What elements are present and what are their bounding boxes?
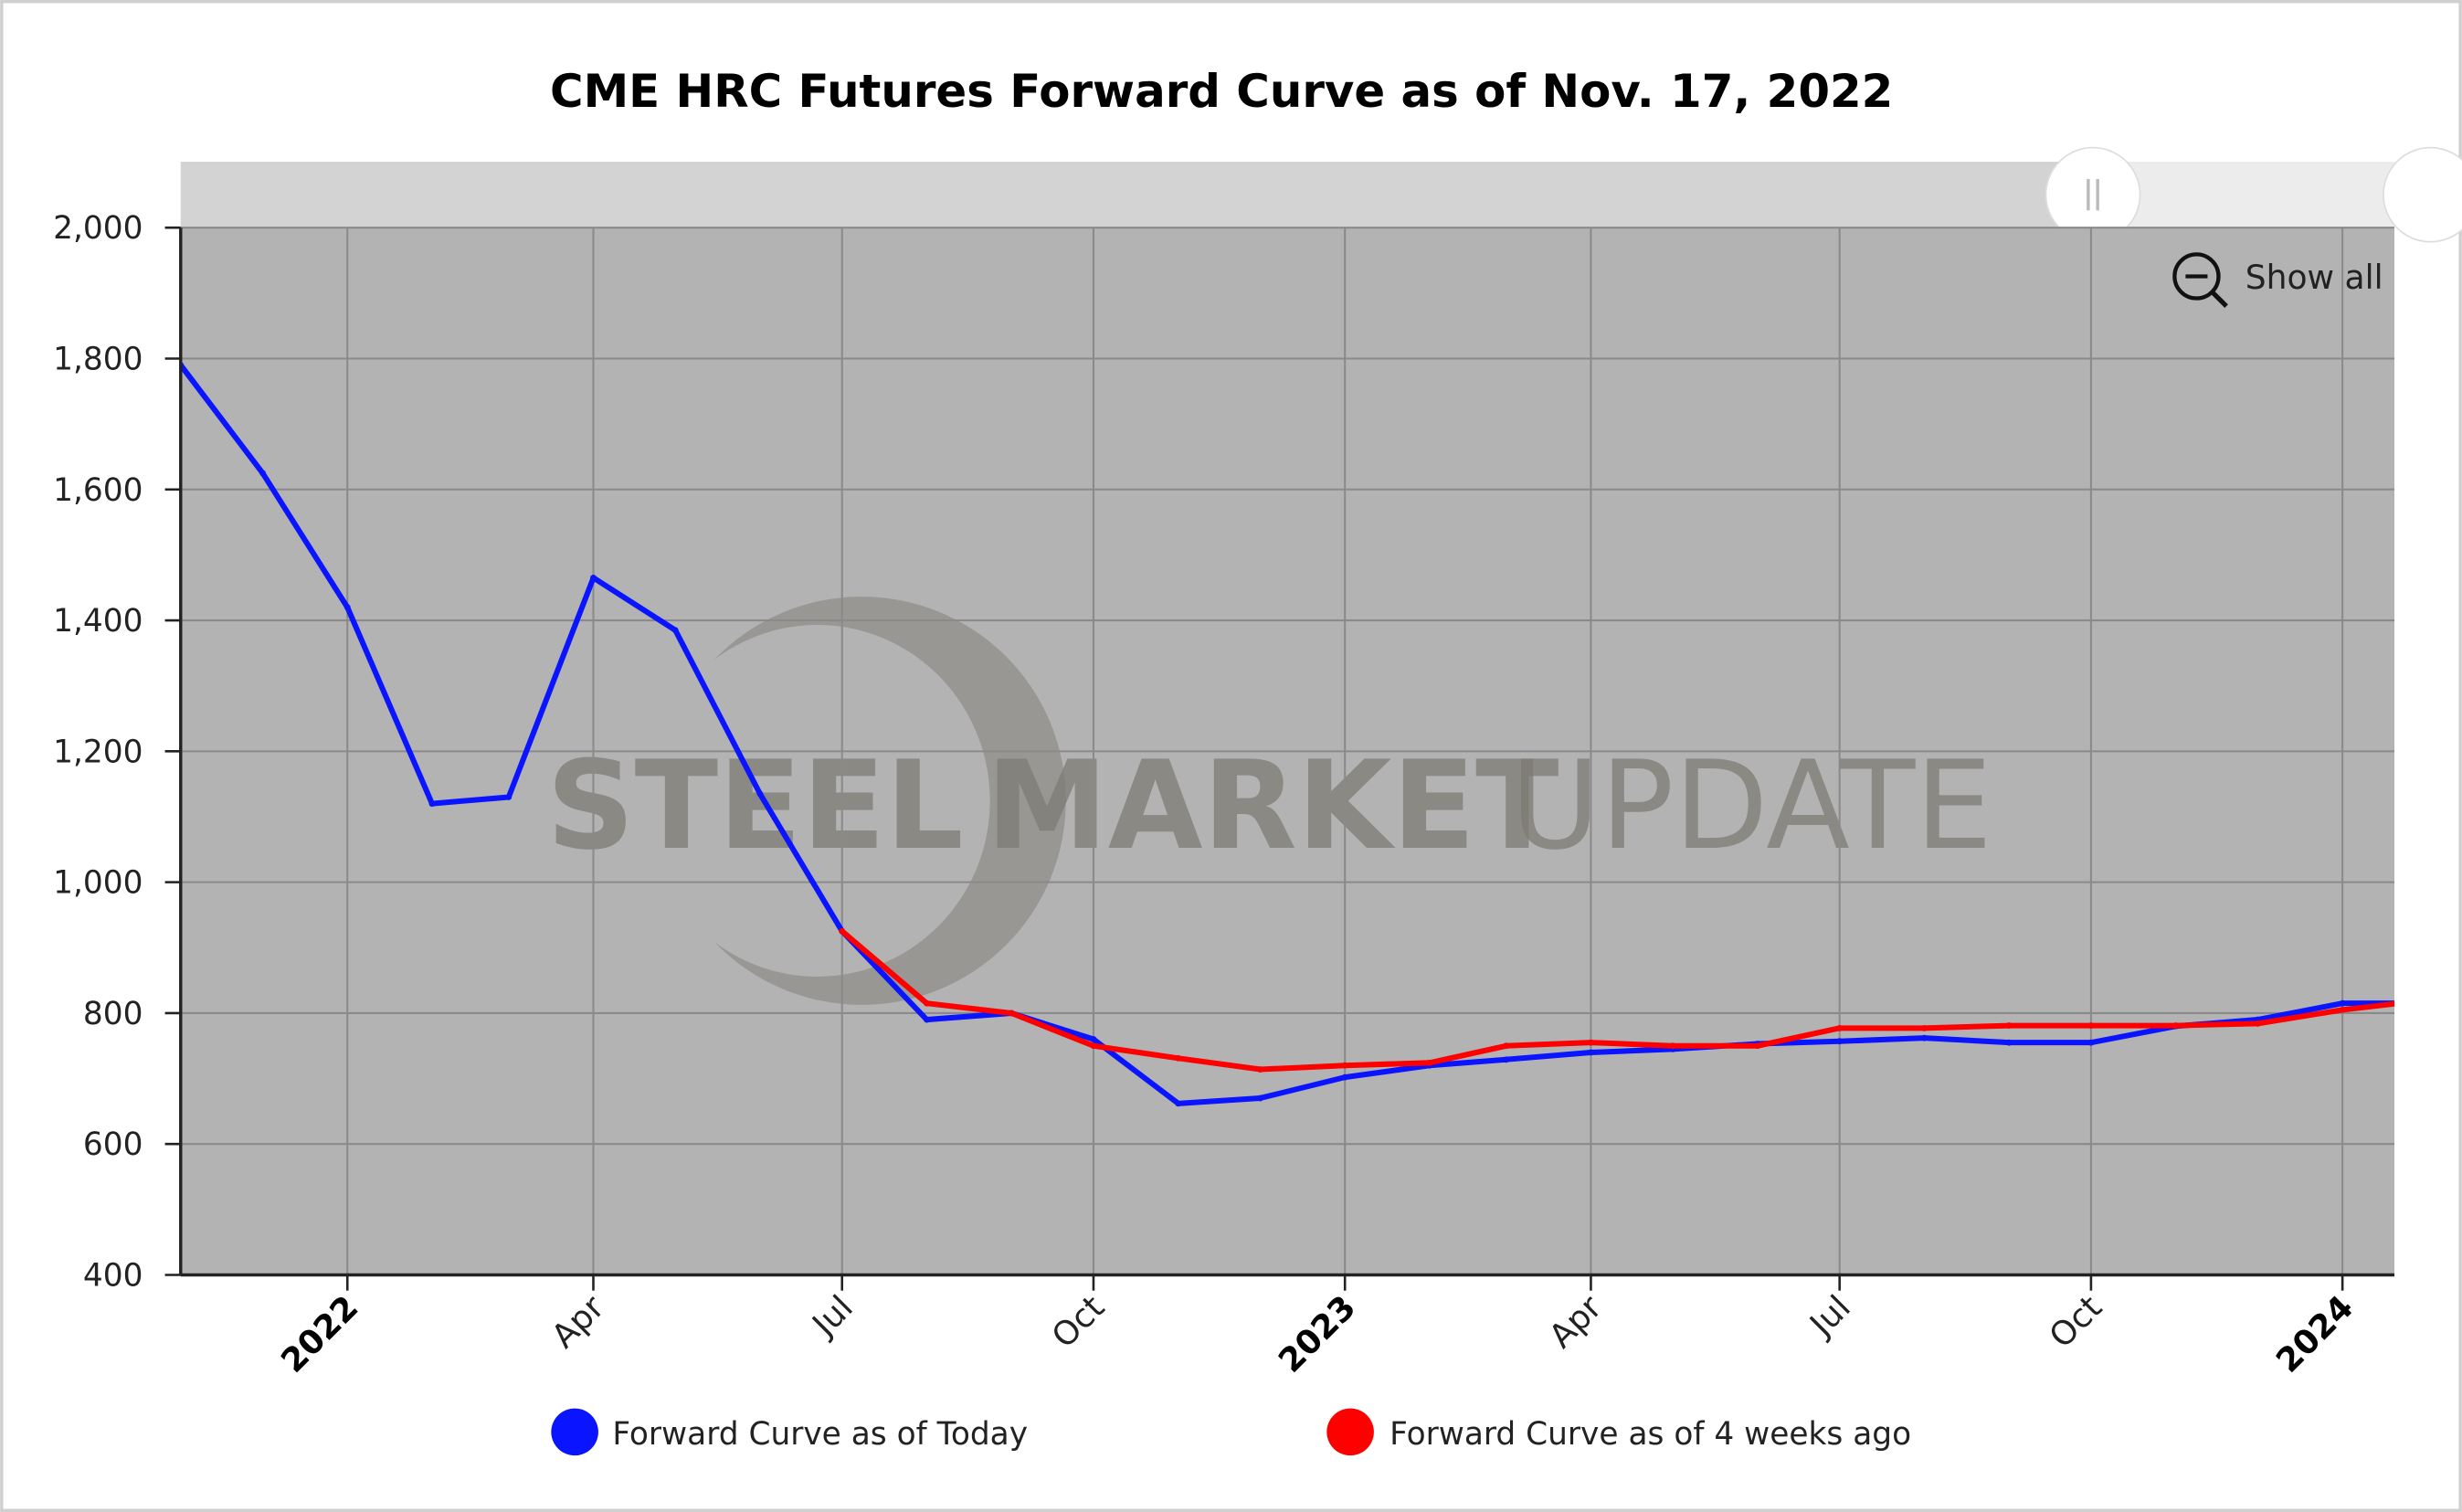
watermark-market: MARKET	[986, 735, 1559, 877]
data-point[interactable]	[1175, 1100, 1182, 1107]
show-all-label: Show all	[2245, 259, 2383, 297]
watermark-update: UPDATE	[1510, 735, 1992, 877]
data-point[interactable]	[1836, 1024, 1844, 1031]
data-point[interactable]	[1426, 1059, 1433, 1066]
grip-icon	[2087, 178, 2099, 211]
data-point[interactable]	[1341, 1073, 1348, 1081]
legend-label-today: Forward Curve as of Today	[612, 1416, 1028, 1453]
legend-marker-blue	[551, 1408, 598, 1456]
data-point[interactable]	[2339, 999, 2346, 1007]
data-point[interactable]	[1257, 1066, 1263, 1073]
data-point[interactable]	[343, 604, 351, 611]
series-line-today	[180, 363, 2394, 1106]
data-point[interactable]	[1669, 1042, 1676, 1050]
data-point[interactable]	[671, 627, 679, 634]
data-point[interactable]	[1754, 1042, 1761, 1050]
data-point[interactable]	[428, 800, 436, 808]
data-point[interactable]	[839, 927, 846, 935]
data-point[interactable]	[1588, 1039, 1594, 1046]
data-point[interactable]	[505, 794, 512, 800]
chart-title: CME HRC Futures Forward Curve as of Nov.…	[550, 65, 1893, 118]
data-point[interactable]	[924, 1016, 930, 1023]
data-point[interactable]	[2087, 1039, 2095, 1046]
zoom-out-icon	[2172, 252, 2228, 308]
data-point[interactable]	[2087, 1022, 2095, 1029]
series-line-4-weeks-ago	[840, 929, 2394, 1073]
range-scrollbar-track[interactable]	[180, 162, 2394, 228]
range-scrollbar-unselected	[2093, 162, 2394, 228]
data-point[interactable]	[2172, 1022, 2180, 1029]
data-point[interactable]	[1503, 1042, 1510, 1050]
show-all-button[interactable]: Show all	[2172, 252, 2383, 308]
data-point[interactable]	[2005, 1039, 2013, 1046]
data-point[interactable]	[1920, 1034, 1928, 1041]
data-point[interactable]	[1008, 1010, 1015, 1017]
legend-label-4-weeks-ago: Forward Curve as of 4 weeks ago	[1389, 1416, 1911, 1453]
legend-marker-red	[1326, 1408, 1374, 1456]
y-tick-label: 800	[83, 996, 143, 1032]
data-point[interactable]	[259, 470, 266, 477]
data-point[interactable]	[924, 999, 930, 1007]
y-tick-label: 2,000	[53, 210, 143, 247]
y-tick-label: 1,400	[53, 603, 143, 640]
data-point[interactable]	[1090, 1036, 1097, 1043]
y-tick-label: 1,000	[53, 865, 143, 902]
data-point[interactable]	[2005, 1022, 2013, 1029]
y-tick-label: 1,800	[53, 342, 143, 378]
data-point[interactable]	[590, 575, 597, 581]
data-point[interactable]	[2339, 1006, 2346, 1013]
steel-market-update-watermark-logo: STEEL MARKET UPDATE	[546, 597, 1992, 1005]
data-point[interactable]	[1257, 1094, 1263, 1102]
y-tick-label: 600	[83, 1126, 143, 1163]
data-point[interactable]	[2254, 1020, 2261, 1027]
watermark-steel: STEEL	[546, 735, 963, 877]
data-point[interactable]	[1175, 1054, 1182, 1062]
scrollbar-handle[interactable]	[2045, 146, 2141, 243]
data-point[interactable]	[1341, 1062, 1348, 1069]
data-point[interactable]	[1503, 1056, 1510, 1063]
y-tick-label: 400	[83, 1258, 143, 1295]
legend-item-today[interactable]: Forward Curve as of Today	[551, 1408, 1028, 1456]
scrollbar-handle-right[interactable]	[2383, 146, 2462, 243]
data-point[interactable]	[1090, 1042, 1097, 1050]
data-point[interactable]	[1920, 1024, 1928, 1031]
y-tick-label: 1,200	[53, 734, 143, 770]
y-tick-label: 1,600	[53, 472, 143, 509]
data-point[interactable]	[756, 790, 764, 798]
data-point[interactable]	[1588, 1049, 1594, 1056]
legend-item-4-weeks-ago[interactable]: Forward Curve as of 4 weeks ago	[1326, 1408, 1911, 1456]
data-point[interactable]	[1836, 1038, 1844, 1045]
